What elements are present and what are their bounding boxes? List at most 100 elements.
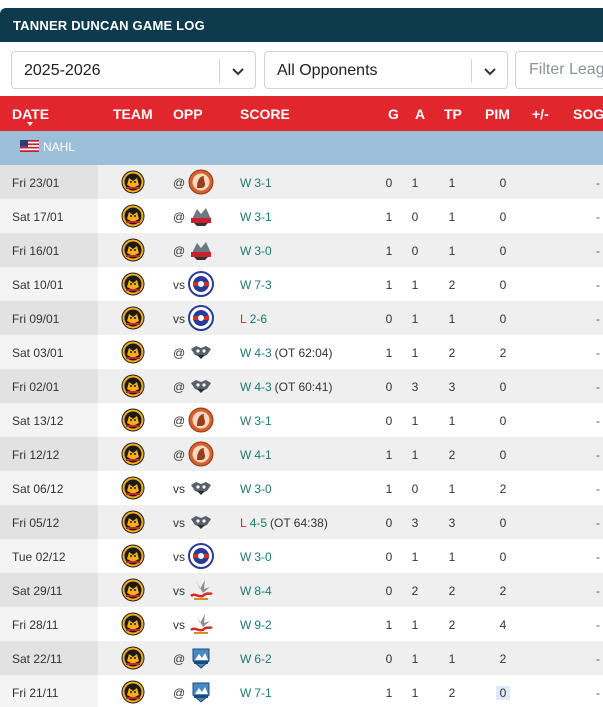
grey-shield-logo[interactable] xyxy=(188,339,214,365)
round-blue-red-logo[interactable] xyxy=(188,305,214,331)
overtime-info: (OT 62:04) xyxy=(274,346,333,360)
stat-a: 1 xyxy=(411,312,419,326)
game-date[interactable]: Fri 09/01 xyxy=(12,312,60,326)
stat-sog: - xyxy=(596,618,600,632)
game-score-link[interactable]: 7-1 xyxy=(254,686,272,700)
team-logo[interactable] xyxy=(121,408,145,432)
game-score-link[interactable]: 3-0 xyxy=(254,550,272,564)
grey-shield-logo[interactable] xyxy=(188,475,214,501)
game-date[interactable]: Sat 29/11 xyxy=(12,584,63,598)
game-date[interactable]: Sat 03/01 xyxy=(12,346,64,360)
team-logo[interactable] xyxy=(121,204,145,228)
table-row: Fri 28/11 vs W 9-2 1 1 2 4 - xyxy=(0,607,603,641)
blue-mountain-logo[interactable] xyxy=(188,679,214,705)
game-score-link[interactable]: 6-2 xyxy=(254,652,272,666)
wild-mascot-logo[interactable] xyxy=(188,203,214,229)
column-g[interactable]: G xyxy=(388,106,399,122)
stat-pim: 4 xyxy=(499,618,507,632)
league-filter-input[interactable] xyxy=(515,51,603,89)
game-score-link[interactable]: 3-1 xyxy=(254,176,272,190)
team-logo[interactable] xyxy=(121,544,145,568)
team-logo[interactable] xyxy=(121,340,145,364)
stat-a: 1 xyxy=(411,176,419,190)
game-score-link[interactable]: 4-1 xyxy=(254,448,272,462)
column-plus-minus[interactable]: +/- xyxy=(532,106,549,122)
grey-shield-logo[interactable] xyxy=(188,373,214,399)
team-logo[interactable] xyxy=(121,680,145,704)
game-score-link[interactable]: 4-3 xyxy=(254,380,272,394)
round-blue-red-logo[interactable] xyxy=(188,271,214,297)
opponent-select[interactable]: All Opponents xyxy=(264,51,508,89)
game-score-link[interactable]: 3-0 xyxy=(254,244,272,258)
table-row: Sat 13/12 @ W 3-1 0 1 1 0 - xyxy=(0,403,603,437)
stat-sog: - xyxy=(596,244,600,258)
game-result: W xyxy=(240,482,252,496)
game-score-link[interactable]: 3-1 xyxy=(254,210,272,224)
team-logo[interactable] xyxy=(121,612,145,636)
red-script-logo[interactable] xyxy=(188,611,214,637)
stat-pim: 0 xyxy=(499,414,507,428)
spartan-logo-orange[interactable] xyxy=(188,169,214,195)
stat-sog: - xyxy=(596,584,600,598)
team-logo[interactable] xyxy=(121,510,145,534)
team-logo[interactable] xyxy=(121,306,145,330)
game-date[interactable]: Sat 06/12 xyxy=(12,482,64,496)
chevron-down-icon[interactable] xyxy=(482,63,498,79)
season-select[interactable]: 2025-2026 xyxy=(11,51,256,89)
column-pim[interactable]: PIM xyxy=(485,106,510,122)
stat-pim: 0 xyxy=(496,686,510,700)
home-away-label: @ xyxy=(173,380,186,394)
spartan-logo-orange[interactable] xyxy=(188,407,214,433)
team-logo[interactable] xyxy=(121,272,145,296)
stat-sog: - xyxy=(596,482,600,496)
spartan-logo-orange[interactable] xyxy=(188,441,214,467)
game-date[interactable]: Fri 02/01 xyxy=(12,380,60,394)
game-date[interactable]: Sat 17/01 xyxy=(12,210,64,224)
game-score-link[interactable]: 9-2 xyxy=(254,618,272,632)
team-logo[interactable] xyxy=(121,442,145,466)
round-blue-red-logo[interactable] xyxy=(188,543,214,569)
column-a[interactable]: A xyxy=(415,106,426,122)
game-score-link[interactable]: 7-3 xyxy=(254,278,272,292)
team-logo[interactable] xyxy=(121,476,145,500)
game-date[interactable]: Fri 16/01 xyxy=(12,244,60,258)
game-date[interactable]: Sat 10/01 xyxy=(12,278,64,292)
column-sog[interactable]: SOG xyxy=(573,106,603,122)
column-date[interactable]: DATE xyxy=(12,106,50,122)
game-result: W xyxy=(240,550,252,564)
stat-tp: 1 xyxy=(448,652,456,666)
game-score-link[interactable]: 4-5 xyxy=(249,516,268,530)
game-date[interactable]: Fri 28/11 xyxy=(12,618,59,632)
game-date[interactable]: Fri 12/12 xyxy=(12,448,60,462)
team-logo[interactable] xyxy=(121,578,145,602)
chevron-down-icon[interactable] xyxy=(230,63,246,79)
home-away-label: @ xyxy=(173,686,186,700)
game-date[interactable]: Fri 23/01 xyxy=(12,176,60,190)
game-score-link[interactable]: 4-3 xyxy=(254,346,272,360)
team-logo[interactable] xyxy=(121,374,145,398)
red-script-logo[interactable] xyxy=(188,577,214,603)
wild-mascot-logo[interactable] xyxy=(188,237,214,263)
game-date[interactable]: Sat 13/12 xyxy=(12,414,64,428)
league-name[interactable]: NAHL xyxy=(43,140,76,154)
game-date[interactable]: Fri 05/12 xyxy=(12,516,60,530)
game-date[interactable]: Sat 22/11 xyxy=(12,652,63,666)
team-logo[interactable] xyxy=(121,170,145,194)
game-score-link[interactable]: 3-1 xyxy=(254,414,272,428)
stat-pim: 0 xyxy=(499,312,507,326)
blue-mountain-logo[interactable] xyxy=(188,645,214,671)
game-score-link[interactable]: 3-0 xyxy=(254,482,272,496)
team-logo[interactable] xyxy=(121,646,145,670)
game-date[interactable]: Tue 02/12 xyxy=(12,550,66,564)
game-result: W xyxy=(240,210,252,224)
table-row: Sat 06/12 vs W 3-0 1 0 1 2 - xyxy=(0,471,603,505)
date-cell: Tue 02/12 xyxy=(0,539,98,573)
column-tp[interactable]: TP xyxy=(444,106,462,122)
table-row: Fri 21/11 @ W 7-1 1 1 2 0 - xyxy=(0,675,603,707)
sort-desc-icon xyxy=(27,122,33,126)
grey-shield-logo[interactable] xyxy=(188,509,214,535)
game-score-link[interactable]: 2-6 xyxy=(249,312,268,326)
game-date[interactable]: Fri 21/11 xyxy=(12,686,59,700)
team-logo[interactable] xyxy=(121,238,145,262)
game-score-link[interactable]: 8-4 xyxy=(254,584,272,598)
